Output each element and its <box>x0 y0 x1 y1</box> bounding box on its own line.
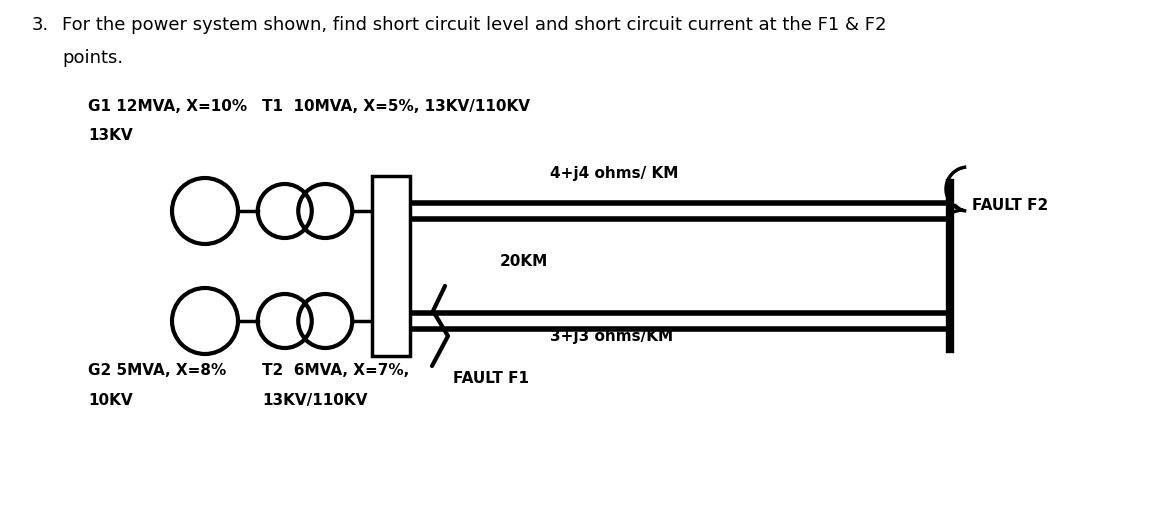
Text: 13KV: 13KV <box>88 128 132 143</box>
Text: points.: points. <box>62 49 123 67</box>
Text: 20KM: 20KM <box>500 254 549 268</box>
Text: FAULT F2: FAULT F2 <box>972 199 1048 214</box>
Text: 10KV: 10KV <box>88 393 132 408</box>
Text: For the power system shown, find short circuit level and short circuit current a: For the power system shown, find short c… <box>62 16 887 34</box>
Bar <box>372 176 410 356</box>
Text: T1  10MVA, X=5%, 13KV/110KV: T1 10MVA, X=5%, 13KV/110KV <box>262 99 530 114</box>
Text: 3+j3 ohms/KM: 3+j3 ohms/KM <box>550 329 673 344</box>
Text: 13KV/110KV: 13KV/110KV <box>262 393 367 408</box>
Text: G2 5MVA, X=8%: G2 5MVA, X=8% <box>88 363 226 378</box>
Text: T2  6MVA, X=7%,: T2 6MVA, X=7%, <box>262 363 409 378</box>
Text: G1 12MVA, X=10%: G1 12MVA, X=10% <box>88 99 247 114</box>
Text: FAULT F1: FAULT F1 <box>453 371 529 386</box>
Text: 3.: 3. <box>32 16 49 34</box>
Text: 4+j4 ohms/ KM: 4+j4 ohms/ KM <box>550 166 679 181</box>
